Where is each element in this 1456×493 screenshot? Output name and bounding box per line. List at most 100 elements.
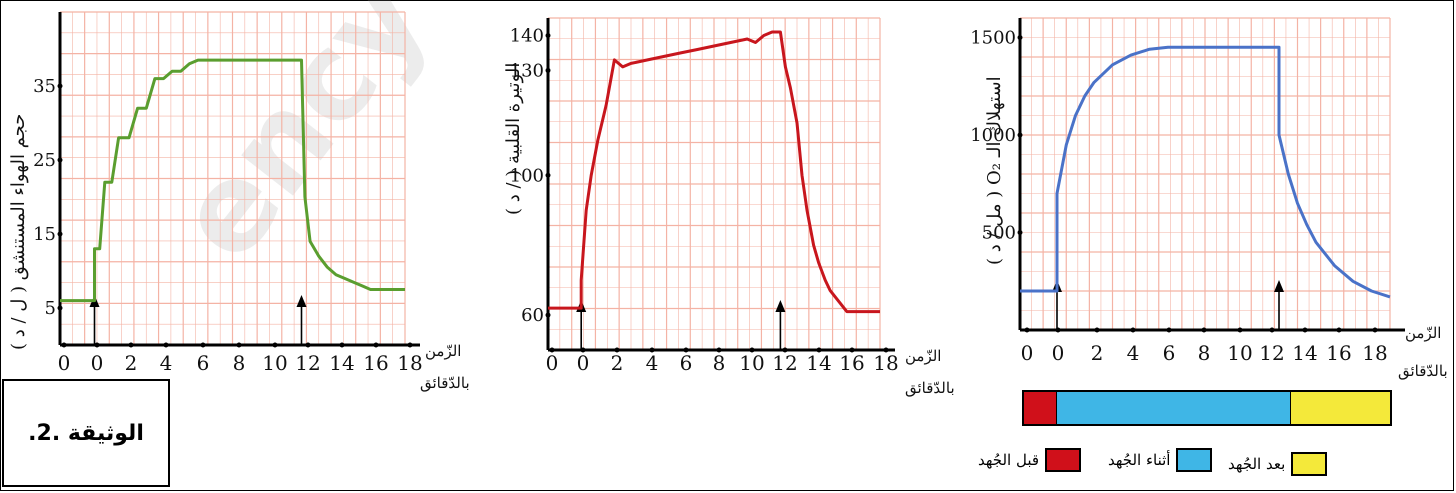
x-tick-mark [339, 342, 345, 348]
y-tick-label: 100 [510, 165, 544, 186]
x-tick-label: 2 [125, 351, 138, 375]
chart1-ylabel: حجم الهواء المستنشق ( ل / د ) [8, 113, 29, 350]
y-tick-mark [545, 67, 551, 73]
legend-during: أثناء الجُهد [1108, 448, 1213, 472]
x-tick-label: 10 [262, 351, 287, 375]
y-tick-label: 15 [33, 224, 56, 245]
y-tick-label: 25 [33, 150, 56, 171]
x-tick-label: 8 [1198, 341, 1211, 365]
legend-before: قبل الجُهد [978, 448, 1082, 472]
x-tick-label: 2 [1091, 341, 1104, 365]
phase-after [1291, 392, 1390, 424]
x-tick-mark [94, 342, 100, 348]
x-tick-mark [649, 347, 655, 353]
x-tick-label: 0 [1021, 341, 1034, 365]
x-tick-label: 6 [197, 351, 210, 375]
chart2-xlabel-line2: بالدّقائق [905, 379, 955, 397]
x-tick-mark [749, 347, 755, 353]
x-tick-label: 12 [1259, 341, 1284, 365]
legend-after-swatch [1291, 452, 1328, 476]
marker-arrow-head [1274, 280, 1284, 292]
marker-arrow-head [296, 295, 307, 307]
x-tick-mark [200, 342, 206, 348]
x-tick-mark [407, 342, 413, 348]
chart1-xlabel-line2: بالدّقائق [420, 374, 470, 392]
chart3-xlabel-line1: الزّمن [1405, 324, 1442, 342]
x-tick-mark [782, 347, 788, 353]
x-tick-mark [61, 342, 67, 348]
x-tick-label: 18 [397, 351, 422, 375]
y-tick-label: 1000 [970, 125, 1016, 146]
y-tick-label: 1500 [970, 28, 1016, 49]
x-tick-mark [683, 347, 689, 353]
x-tick-label: 16 [1326, 341, 1351, 365]
x-tick-label: 2 [611, 351, 624, 375]
x-tick-mark [849, 347, 855, 353]
legend-before-swatch [1045, 448, 1082, 472]
chart2-xlabel2: بالدّقائق [905, 377, 955, 399]
x-tick-mark [1336, 327, 1342, 333]
chart2-xlabel: الزّمن [905, 345, 941, 367]
y-tick-label: 5 [45, 298, 56, 319]
x-tick-label: 14 [1292, 341, 1317, 365]
x-tick-label: 14 [329, 351, 354, 375]
y-tick-mark [57, 83, 63, 89]
chart3-series-line [1020, 45, 1391, 299]
x-tick-mark [716, 347, 722, 353]
y-tick-label: 140 [510, 25, 544, 46]
x-tick-label: 0 [1052, 341, 1065, 365]
phase-before [1024, 392, 1057, 424]
x-tick-mark [1094, 327, 1100, 333]
x-tick-label: 4 [160, 351, 173, 375]
x-tick-label: 14 [806, 351, 831, 375]
x-tick-label: 8 [713, 351, 726, 375]
x-tick-mark [236, 342, 242, 348]
chart3-xlabel: الزّمن [1405, 322, 1441, 344]
x-tick-mark [128, 342, 134, 348]
x-tick-label: 6 [680, 351, 693, 375]
chart1-xlabel2: بالدّقائق [420, 372, 470, 394]
x-tick-mark [1269, 327, 1275, 333]
y-tick-mark [1017, 132, 1023, 138]
chart3-xlabel-line2: بالدّقائق [1398, 362, 1448, 380]
y-tick-mark [1017, 35, 1023, 40]
x-tick-mark [1302, 327, 1308, 333]
x-tick-mark [1130, 327, 1136, 333]
x-tick-label: 0 [58, 351, 71, 375]
y-tick-mark [1017, 230, 1023, 235]
chart2-series-line [548, 30, 880, 314]
chart1-xlabel-line1: الزّمن [425, 342, 462, 360]
legend-during-label: أثناء الجُهد [1108, 451, 1171, 469]
x-tick-label: 12 [295, 351, 320, 375]
y-tick-mark [57, 305, 63, 311]
legend-after: بعد الجُهد [1228, 452, 1328, 476]
phase-during [1056, 392, 1292, 424]
document-label: الوثيقة .2. [2, 379, 170, 487]
y-tick-label: 500 [982, 223, 1016, 244]
chart3-ylabel: استهلاك الـ O₂ ( مل / د ) [984, 76, 1005, 265]
x-tick-label: 6 [1163, 341, 1176, 365]
x-tick-label: 16 [363, 351, 388, 375]
legend-before-label: قبل الجُهد [978, 451, 1040, 469]
x-tick-mark [816, 347, 822, 353]
x-tick-mark [1372, 327, 1378, 333]
x-tick-label: 18 [1362, 341, 1387, 365]
legend-during-swatch [1176, 448, 1213, 472]
x-tick-mark [883, 347, 889, 353]
y-tick-label: 130 [510, 60, 544, 81]
phase-bar [1022, 390, 1392, 426]
chart3-grid [1019, 17, 1391, 331]
x-tick-label: 0 [91, 351, 104, 375]
y-tick-mark [57, 231, 63, 237]
x-tick-mark [1201, 327, 1207, 333]
x-tick-label: 16 [839, 351, 864, 375]
y-tick-mark [57, 157, 63, 163]
chart1-series-line [60, 58, 405, 303]
y-tick-mark [545, 172, 551, 178]
x-tick-mark [163, 342, 169, 348]
chart2-ylabel: الوتيرة القلبية ( / د ) [503, 62, 524, 215]
